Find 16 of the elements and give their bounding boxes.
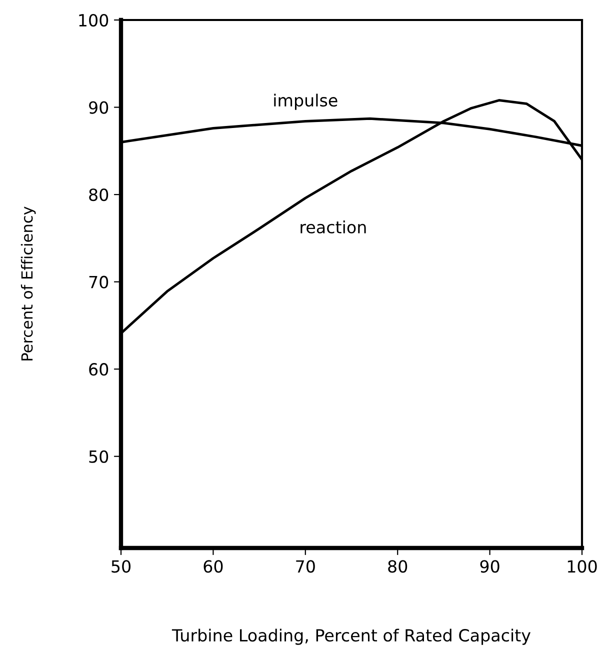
x-tick-label: 50 [112,560,130,573]
x-tick-label: 100 [568,560,597,573]
y-axis-title: Percent of Efficiency [20,206,36,360]
x-tick-label: 70 [296,560,315,573]
y-tick-label: 70 [89,276,108,288]
y-tick-label: 60 [89,363,108,376]
x-axis-title: Turbine Loading, Percent of Rated Capacity [172,628,531,645]
y-tick-label: 80 [89,188,108,202]
series-label: reaction [300,220,366,234]
series-label: impulse [274,94,338,110]
x-tick-label: 80 [388,560,408,573]
y-tick-label: 90 [89,101,108,114]
x-tick-label: 90 [480,560,500,573]
y-tick-label: 50 [89,450,108,463]
x-tick-label: 60 [204,560,223,573]
y-tick-label: 100 [79,14,108,27]
